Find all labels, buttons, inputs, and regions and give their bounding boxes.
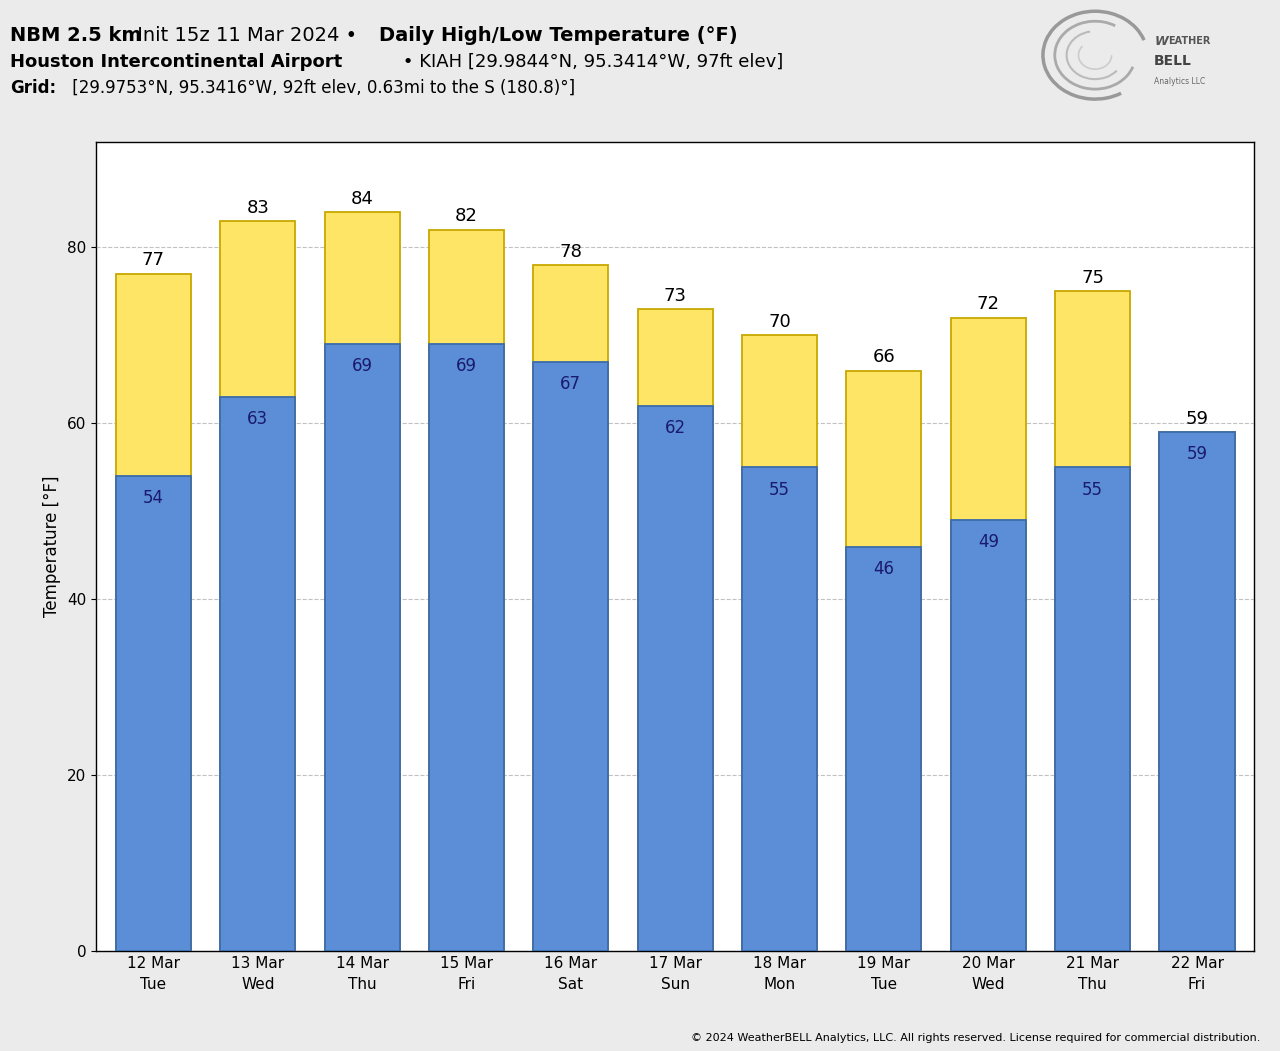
Text: 46: 46 [873, 560, 895, 578]
Text: 84: 84 [351, 190, 374, 208]
Bar [742, 335, 817, 951]
Bar [429, 230, 504, 951]
Bar [1160, 432, 1235, 951]
Text: 82: 82 [456, 207, 477, 226]
Text: 55: 55 [769, 480, 790, 498]
Text: 59: 59 [1185, 410, 1208, 428]
Bar [220, 221, 296, 951]
Bar [637, 309, 713, 951]
Bar [429, 344, 504, 951]
Text: [29.9753°N, 95.3416°W, 92ft elev, 0.63mi to the S (180.8)°]: [29.9753°N, 95.3416°W, 92ft elev, 0.63mi… [67, 79, 575, 97]
Text: © 2024 WeatherBELL Analytics, LLC. All rights reserved. License required for com: © 2024 WeatherBELL Analytics, LLC. All r… [691, 1032, 1261, 1043]
Text: Analytics LLC: Analytics LLC [1155, 77, 1206, 85]
Text: 69: 69 [456, 357, 477, 375]
Bar [1160, 432, 1235, 951]
Text: 67: 67 [561, 375, 581, 393]
Bar [534, 362, 608, 951]
Text: 70: 70 [768, 313, 791, 331]
Bar [115, 274, 191, 951]
Bar [637, 406, 713, 951]
Bar [846, 547, 922, 951]
Text: 73: 73 [664, 287, 686, 305]
Bar [846, 371, 922, 951]
Text: NBM 2.5 km: NBM 2.5 km [10, 26, 142, 45]
Text: 63: 63 [247, 410, 269, 428]
Bar [1055, 468, 1130, 951]
Text: 72: 72 [977, 295, 1000, 313]
Text: 75: 75 [1082, 269, 1105, 287]
Text: Init 15z 11 Mar 2024 •: Init 15z 11 Mar 2024 • [131, 26, 362, 45]
Text: 62: 62 [664, 419, 686, 437]
Text: W: W [1155, 35, 1167, 47]
Text: EATHER: EATHER [1169, 36, 1211, 46]
Text: 83: 83 [246, 199, 269, 217]
Bar [1055, 291, 1130, 951]
Bar [742, 468, 817, 951]
Bar [951, 317, 1025, 951]
Bar [325, 344, 399, 951]
Bar [115, 476, 191, 951]
Bar [951, 520, 1025, 951]
Text: Houston Intercontinental Airport: Houston Intercontinental Airport [10, 53, 343, 70]
Text: 78: 78 [559, 243, 582, 261]
Bar [220, 397, 296, 951]
Text: 54: 54 [143, 490, 164, 508]
Bar [325, 212, 399, 951]
Text: 66: 66 [873, 348, 895, 366]
Bar [534, 265, 608, 951]
Text: • KIAH [29.9844°N, 95.3414°W, 97ft elev]: • KIAH [29.9844°N, 95.3414°W, 97ft elev] [397, 53, 783, 70]
Text: Grid:: Grid: [10, 79, 56, 97]
Text: 59: 59 [1187, 446, 1207, 463]
Text: Daily High/Low Temperature (°F): Daily High/Low Temperature (°F) [379, 26, 737, 45]
Text: 49: 49 [978, 533, 998, 552]
Text: 77: 77 [142, 251, 165, 269]
Text: 55: 55 [1082, 480, 1103, 498]
Text: 69: 69 [352, 357, 372, 375]
Text: BELL: BELL [1155, 55, 1192, 68]
Y-axis label: Temperature [°F]: Temperature [°F] [44, 476, 61, 617]
